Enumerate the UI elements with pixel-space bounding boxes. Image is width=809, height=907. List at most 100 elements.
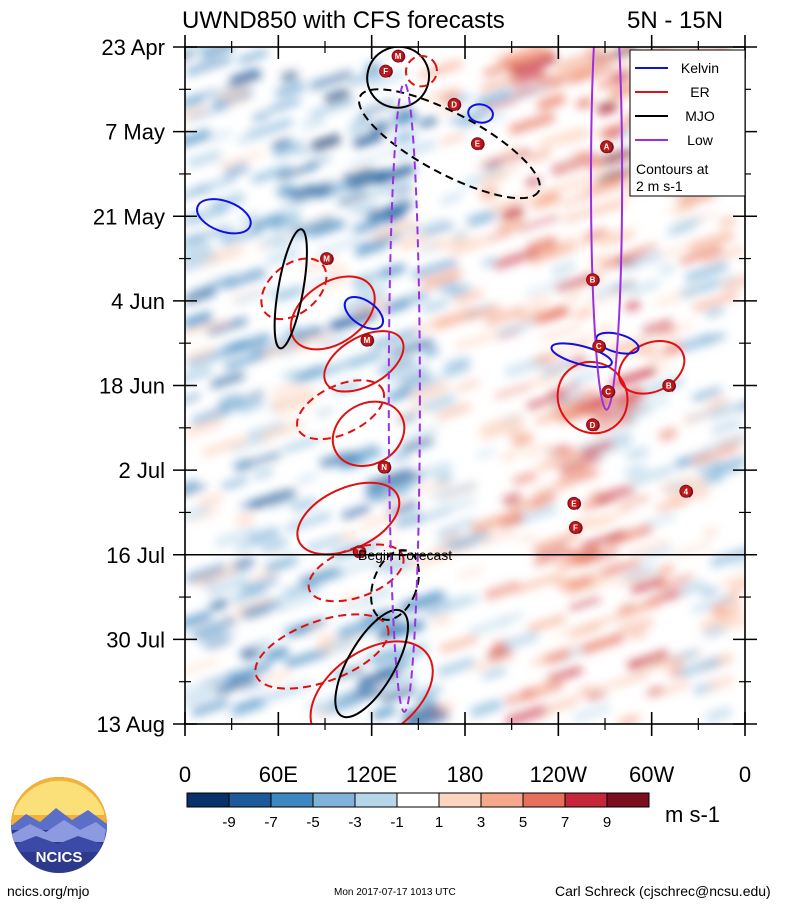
contour-er	[404, 54, 438, 88]
colorbar-swatch	[228, 792, 272, 808]
colorbar-label: -1	[390, 814, 403, 831]
storm-label: E	[571, 499, 577, 508]
storm-label: D	[590, 421, 596, 430]
contour-er	[260, 257, 328, 321]
legend-entry-low: Low	[635, 132, 714, 148]
contour-low	[387, 82, 421, 713]
storm-marker: E	[470, 137, 485, 151]
storm-marker: B	[662, 379, 676, 392]
colorbar-swatch	[480, 792, 524, 808]
contour-er	[331, 400, 406, 468]
contour-kelvin	[467, 103, 494, 124]
storm-marker: F	[379, 64, 393, 78]
contour-mjo	[358, 88, 541, 200]
colorbar-label: -9	[222, 814, 235, 831]
colorbar-label: -5	[306, 814, 319, 831]
storm-label: B	[666, 382, 672, 391]
y-tick-label: 30 Jul	[106, 627, 165, 652]
storm-marker: C	[592, 339, 606, 353]
x-tick-label: 0	[179, 762, 191, 787]
colorbar-label: -3	[348, 814, 361, 831]
colorbar-units: m s-1	[665, 802, 720, 827]
storm-marker: M	[360, 333, 375, 347]
storm-label: M	[364, 336, 371, 345]
legend-label: ER	[690, 84, 709, 100]
storm-label: N	[381, 463, 387, 472]
contour-kelvin	[343, 296, 385, 330]
y-tick-label: 13 Aug	[96, 712, 165, 737]
storm-marker: D	[447, 97, 462, 111]
x-tick-label: 60W	[629, 762, 674, 787]
y-tick-label: 2 Jul	[119, 458, 165, 483]
x-tick-label: 120W	[530, 762, 588, 787]
colorbar-swatch	[354, 792, 398, 808]
contour-mjo	[370, 549, 420, 621]
colorbar-label: 7	[561, 814, 569, 831]
y-tick-label: 23 Apr	[101, 35, 165, 60]
colorbar-label: 5	[519, 814, 527, 831]
contour-mjo	[366, 47, 431, 109]
chart-region: 5N - 15N	[627, 7, 723, 34]
x-tick-label: 0	[739, 762, 751, 787]
chart-title: UWND850 with CFS forecasts	[182, 7, 505, 34]
legend-entry-kelvin: Kelvin	[635, 60, 719, 76]
ncics-logo-text: NCICS	[36, 849, 83, 866]
colorbar-swatch	[396, 792, 440, 808]
wave-contours	[196, 47, 686, 724]
legend-label: Low	[687, 132, 714, 148]
storm-label: F	[383, 67, 388, 76]
legend-note-line1: Contours at	[636, 161, 708, 177]
colorbar-label: 9	[603, 814, 611, 831]
legend-label: Kelvin	[681, 60, 719, 76]
colorbar-swatch	[606, 792, 650, 808]
footer-author: Carl Schreck (cjschrec@ncsu.edu)	[555, 883, 771, 899]
footer-timestamp: Mon 2017-07-17 1013 UTC	[334, 887, 456, 898]
legend-note-line2: 2 m s-1	[636, 178, 683, 194]
legend-entry-er: ER	[635, 84, 710, 100]
storm-marker: M	[391, 49, 406, 63]
storm-marker: B	[586, 273, 600, 287]
storm-label: F	[573, 524, 578, 533]
storm-label: B	[590, 276, 596, 285]
storm-marker: C	[601, 385, 616, 399]
contour-mjo	[334, 608, 410, 719]
storm-label: C	[605, 388, 611, 397]
storm-marker: A	[600, 140, 614, 154]
colorbar-swatch	[270, 792, 314, 808]
storm-marker: N	[377, 460, 392, 474]
contour-er	[323, 330, 405, 393]
y-axis: 23 Apr 7 May 21 May 4 Jun 18 Jun 2 Jul 16 Jul 3…	[93, 35, 757, 737]
footer-url[interactable]: ncics.org/mjo	[7, 883, 90, 899]
colorbar-swatch	[522, 792, 566, 808]
colorbar-swatch	[564, 792, 608, 808]
begin-forecast-label: Begin Forecast	[358, 547, 452, 563]
contour-low	[590, 47, 624, 411]
storm-label: T	[357, 548, 362, 557]
storm-label: 4	[684, 487, 689, 496]
storm-label: A	[604, 143, 610, 152]
storm-label: M	[395, 52, 402, 61]
storm-marker: 4	[679, 484, 694, 498]
contour-er	[289, 275, 376, 351]
colorbar-label: 1	[435, 814, 443, 831]
y-tick-label: 4 Jun	[111, 289, 165, 314]
contour-kelvin	[550, 342, 613, 369]
colorbar-label: 3	[477, 814, 485, 831]
x-tick-label: 180	[447, 762, 484, 787]
storm-label: M	[323, 255, 330, 264]
storm-marker: E	[567, 496, 582, 510]
ncics-logo: NCICS	[11, 777, 107, 873]
contour-kelvin	[196, 198, 252, 235]
contour-er	[254, 613, 390, 690]
storm-label: C	[596, 342, 602, 351]
colorbar-swatch	[438, 792, 482, 808]
storm-label: D	[451, 100, 457, 109]
contour-er	[296, 379, 386, 441]
contour-kelvin	[595, 331, 640, 355]
x-axis: 0 60E 120E 180 120W 60W 0	[179, 35, 751, 787]
legend: Kelvin ER MJO Low Contours at 2 m s-1	[629, 49, 746, 197]
storm-marker: F	[568, 521, 583, 535]
y-tick-label: 16 Jul	[106, 543, 165, 568]
x-tick-label: 60E	[259, 762, 298, 787]
